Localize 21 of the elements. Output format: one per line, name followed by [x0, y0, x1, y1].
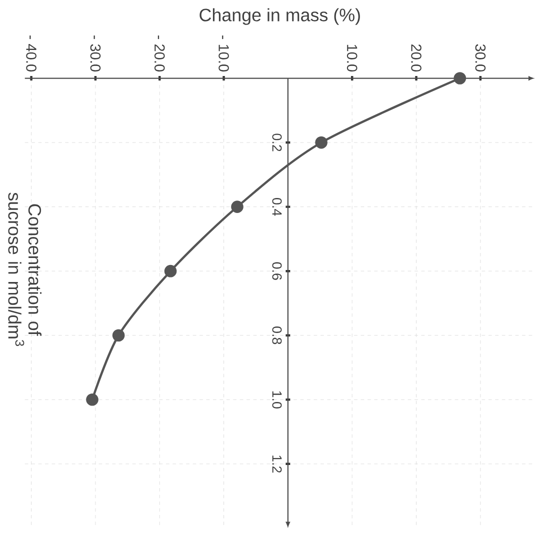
point: [231, 200, 244, 213]
y-tick-label: 1.2: [272, 455, 282, 472]
point: [86, 393, 98, 406]
y-tick-label: 0.8: [272, 326, 282, 344]
y-tick-label: 1.0: [272, 391, 282, 408]
x-tick-label: - 40.0: [26, 35, 36, 72]
point: [164, 264, 177, 278]
x-tick-label: - 10.0: [218, 35, 229, 72]
x-tick-label: 20.0: [411, 44, 422, 72]
point: [112, 329, 125, 342]
x-tick-label: - 30.0: [90, 35, 101, 72]
y-tick-label: 0.4: [272, 198, 282, 216]
x-tick-label: - 20.0: [154, 35, 165, 72]
point: [315, 136, 328, 149]
y-tick-label: 0.6: [272, 262, 282, 280]
x-axis-title: Change in mass (%): [200, 8, 360, 25]
x-tick-label: 10.0: [346, 44, 358, 72]
point: [454, 72, 466, 84]
y-axis-title: Concentration of sucrose in mol/dm$^{3}$: [8, 192, 42, 346]
x-tick-label: 30.0: [475, 44, 486, 72]
y-tick-label: 0.2: [272, 134, 282, 152]
